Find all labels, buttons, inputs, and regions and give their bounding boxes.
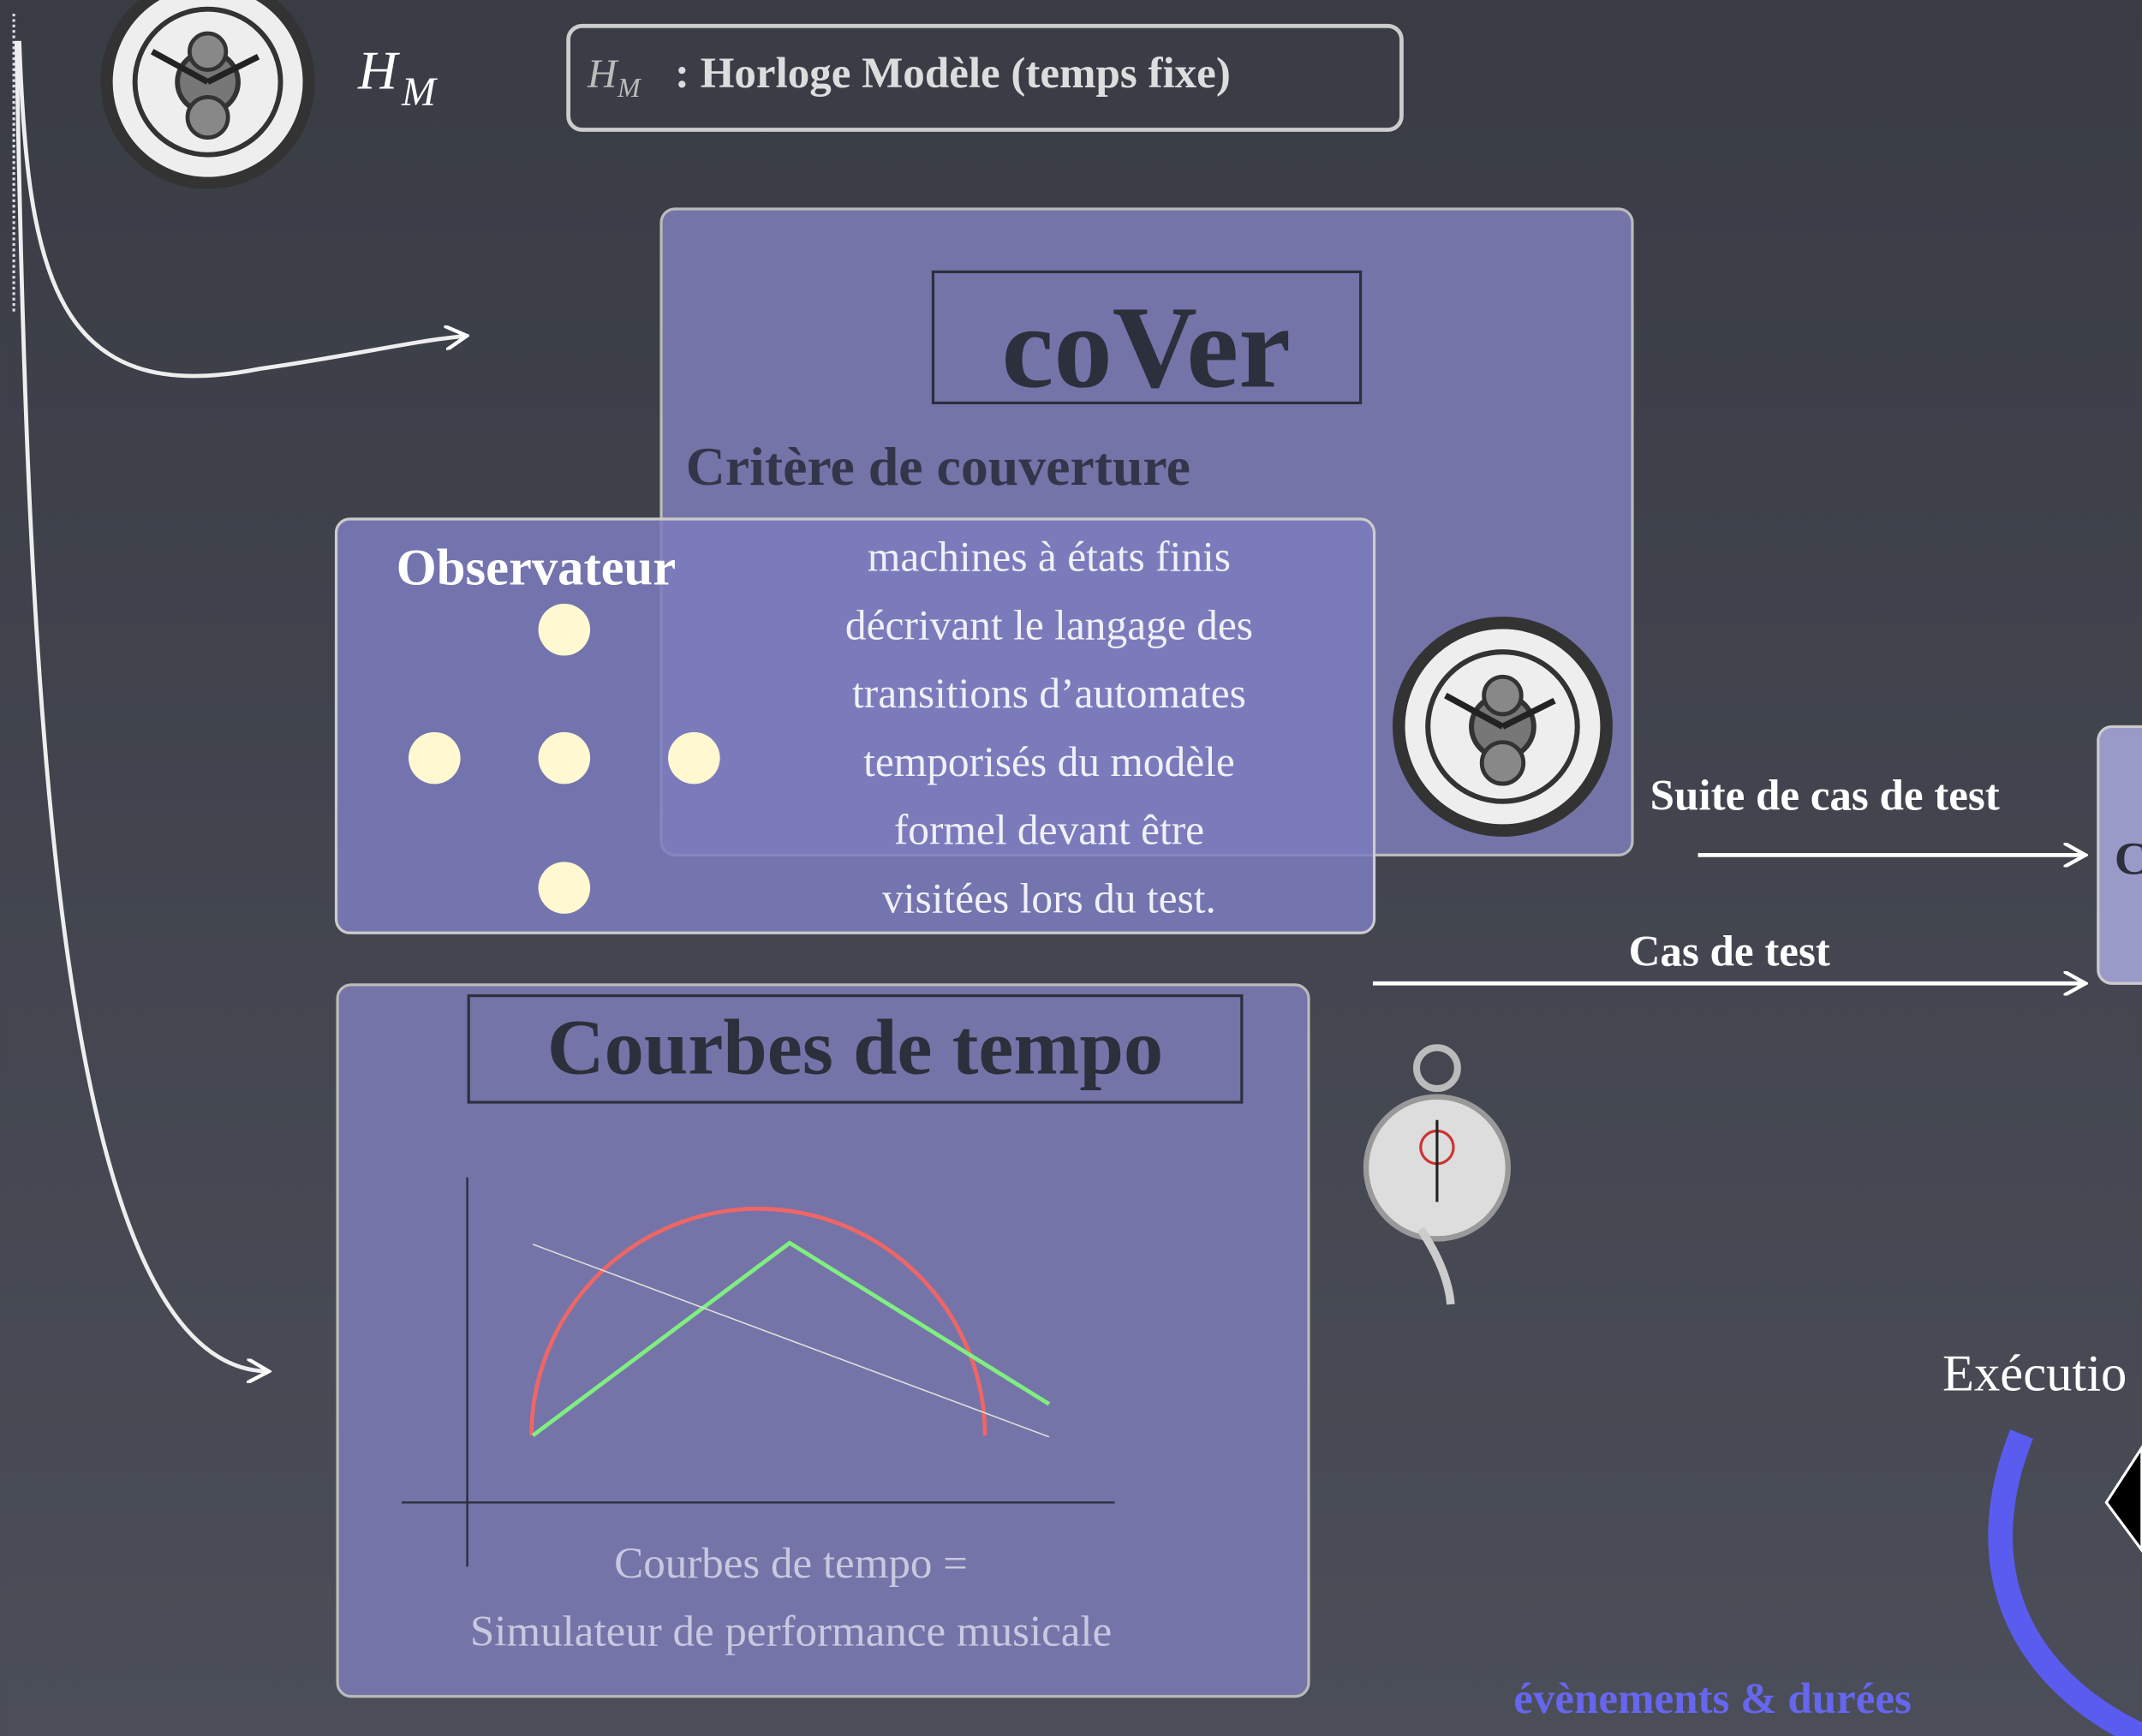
legend-box bbox=[566, 23, 1404, 132]
dots bbox=[409, 603, 720, 914]
dot bbox=[538, 603, 591, 656]
curve bbox=[531, 1240, 1051, 1438]
arrow bbox=[17, 40, 464, 379]
legend-text: : Horloge Modèle (temps fixe) bbox=[675, 50, 1231, 98]
observer-lines: machines à états finis décrivant le langa… bbox=[845, 534, 1253, 922]
caption-line: Courbes de tempo = bbox=[614, 1540, 968, 1588]
observer-line: décrivant le langage des bbox=[845, 601, 1253, 648]
tempo-title-frame bbox=[467, 994, 1244, 1104]
observer-panel bbox=[334, 517, 1376, 934]
tempo-title: Courbes de tempo bbox=[547, 1005, 1163, 1092]
observer-line: transitions d’automates bbox=[852, 670, 1246, 717]
dot bbox=[538, 862, 591, 914]
legend-subscript: M bbox=[617, 73, 642, 103]
stopwatch-icon bbox=[1363, 1044, 1512, 1305]
observer-line: machines à états finis bbox=[868, 534, 1231, 581]
dot bbox=[409, 731, 461, 784]
arc bbox=[1988, 1429, 2142, 1736]
subscript: M bbox=[401, 69, 439, 115]
right-panel-label: C bbox=[2115, 833, 2142, 885]
right-panel bbox=[2097, 725, 2142, 985]
observer-line: visitées lors du test. bbox=[882, 874, 1216, 922]
observer-title: Observateur bbox=[397, 540, 676, 597]
cover-subtitle: Critère de couverture bbox=[686, 436, 1190, 497]
dot bbox=[538, 731, 591, 784]
observer-line: formel devant être bbox=[894, 807, 1204, 854]
tempo-panel bbox=[336, 983, 1310, 1698]
arrow bbox=[14, 40, 266, 1371]
curve bbox=[532, 1244, 1050, 1438]
tempo-caption: Courbes de tempo = Simulateur de performa… bbox=[470, 1540, 1112, 1656]
cover-title-frame bbox=[931, 270, 1363, 405]
events-label: évènements & durées bbox=[1513, 1675, 1912, 1723]
arrow-label: Cas de test bbox=[1629, 928, 1830, 976]
clock-icon bbox=[107, 0, 309, 183]
arrow-label: Suite de cas de test bbox=[1650, 773, 2000, 820]
symbol: H bbox=[357, 40, 400, 101]
caption-line: Simulateur de performance musicale bbox=[470, 1608, 1112, 1656]
cover-title: coVer bbox=[1001, 282, 1291, 412]
dot bbox=[668, 731, 720, 784]
execution-label: Exécutio bbox=[1942, 1345, 2127, 1403]
legend-symbol: H bbox=[587, 51, 619, 97]
clock-icon bbox=[1399, 623, 1606, 830]
observer-line: temporisés du modèle bbox=[863, 738, 1235, 785]
curve bbox=[529, 1207, 987, 1436]
